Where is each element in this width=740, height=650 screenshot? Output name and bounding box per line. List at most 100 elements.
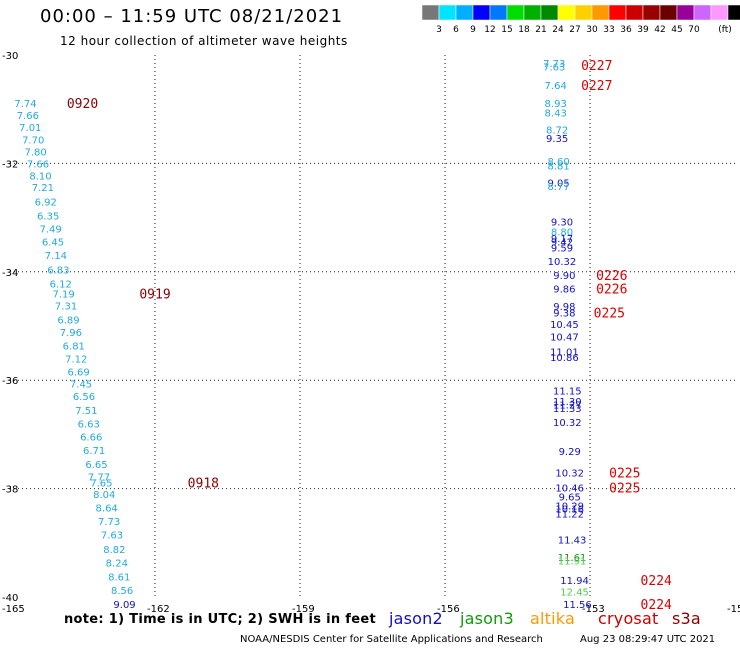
- wave-height-point: 11.33: [553, 404, 582, 415]
- wave-height-point: 9.90: [553, 271, 575, 282]
- legend-swatch: [727, 4, 740, 21]
- wave-height-point: 8.10: [29, 171, 51, 182]
- legend-swatch: [472, 4, 491, 21]
- legend-tick-label: 70: [688, 25, 700, 35]
- wave-height-point: 8.81: [547, 162, 569, 173]
- wave-height-point: 10.32: [555, 468, 584, 479]
- time-label: 0225: [609, 482, 640, 497]
- wave-height-point: 8.77: [547, 182, 569, 193]
- legend-swatch: [659, 4, 678, 21]
- wave-height-point: 7.14: [45, 251, 67, 262]
- wave-height-point: 10.86: [550, 353, 579, 364]
- chart-grid: [10, 55, 735, 597]
- wave-height-point: 9.98: [553, 302, 575, 313]
- wave-height-point: 8.56: [111, 586, 133, 597]
- y-tick-label: -32: [2, 159, 18, 170]
- wave-height-point: 7.64: [545, 81, 567, 92]
- legend-altika: altika: [530, 609, 575, 628]
- wave-height-point: 9.86: [553, 285, 575, 296]
- wave-height-point: 8.93: [545, 99, 567, 110]
- legend-swatch: [557, 4, 576, 21]
- wave-height-point: 8.24: [106, 558, 128, 569]
- wave-height-point: 8.80: [551, 228, 573, 239]
- legend-tick-label: 42: [654, 25, 665, 35]
- legend-swatch: [506, 4, 525, 21]
- y-tick-label: -38: [2, 485, 18, 496]
- wave-height-point: 10.46: [555, 484, 584, 495]
- wave-height-point: 9.09: [113, 600, 135, 611]
- wave-height-point: 7.45: [70, 379, 92, 390]
- wave-height-point: 6.89: [57, 315, 79, 326]
- wave-height-point: 6.69: [68, 368, 90, 379]
- wave-height-point: 11.01: [550, 347, 579, 358]
- legend-jason3: jason3: [460, 609, 514, 628]
- wave-height-point: 8.72: [546, 125, 568, 136]
- x-tick-label: -162: [147, 604, 170, 615]
- wave-height-point: 6.65: [85, 460, 107, 471]
- legend-swatch: [421, 4, 440, 21]
- wave-height-point: 11.30: [553, 397, 582, 408]
- wave-height-point: 7.01: [19, 123, 41, 134]
- legend-swatch: [489, 4, 508, 21]
- time-label: 0918: [188, 477, 219, 492]
- wave-height-point: 9.38: [553, 308, 575, 319]
- y-tick-label: -36: [2, 376, 18, 387]
- wave-height-point: 10.47: [550, 332, 579, 343]
- legend-tick-label: 12: [484, 25, 495, 35]
- legend-swatch: [608, 4, 627, 21]
- legend-swatch: [523, 4, 542, 21]
- wave-height-point: 6.81: [63, 342, 85, 353]
- wave-height-point: 10.32: [553, 418, 582, 429]
- wave-height-point: 9.42: [551, 237, 573, 248]
- wave-height-point: 7.66: [27, 159, 49, 170]
- wave-height-point: 7.96: [60, 328, 82, 339]
- x-tick-label: -156: [437, 604, 460, 615]
- wave-height-point: 8.04: [93, 490, 115, 501]
- wave-height-point: 6.56: [73, 392, 95, 403]
- time-label: 0919: [139, 287, 170, 302]
- color-legend: 3 6 9 12 15 18 21 24 27 30 33 36 39 42 45 70 (ft): [421, 4, 740, 35]
- legend-tick-label: 3: [436, 25, 442, 35]
- legend-tick-label: 45: [671, 25, 682, 35]
- legend-cryosat: cryosat: [598, 609, 659, 628]
- wave-height-point: 6.71: [83, 446, 105, 457]
- wave-height-point: 9.17: [551, 234, 573, 245]
- legend-swatch: [693, 4, 712, 21]
- wave-height-point: 11.27: [553, 401, 582, 412]
- y-tick-label: -40: [2, 593, 18, 604]
- wave-height-point: 7.70: [22, 136, 44, 147]
- wave-height-point: 10.45: [550, 320, 579, 331]
- wave-height-point: 7.63: [543, 62, 565, 73]
- wave-height-point: 7.66: [17, 111, 39, 122]
- time-label: 0224: [641, 574, 672, 589]
- time-labels: 0920091909180227022702260226022502250225…: [67, 59, 672, 613]
- wave-height-point: 8.43: [545, 108, 567, 119]
- wave-height-point: 9.30: [551, 217, 573, 228]
- wave-height-point: 10.16: [555, 505, 584, 516]
- chart-subtitle: 12 hour collection of altimeter wave hei…: [60, 34, 348, 48]
- legend-tick-label: 6: [453, 25, 459, 35]
- time-label: 0224: [641, 598, 672, 613]
- wave-height-point: 7.12: [65, 355, 87, 366]
- wave-height-point: 7.49: [39, 224, 61, 235]
- wave-height-point: 10.32: [548, 257, 577, 268]
- x-tick-label: -165: [2, 604, 25, 615]
- wave-height-point: 9.05: [547, 178, 569, 189]
- legend-swatch: [625, 4, 644, 21]
- wave-height-point: 6.12: [50, 280, 72, 291]
- wave-height-point: 9.65: [559, 493, 581, 504]
- y-tick-label: -30: [2, 51, 18, 62]
- legend-jason2: jason2: [389, 609, 443, 628]
- x-tick-label: -15: [727, 604, 740, 615]
- wave-height-point: 7.31: [55, 301, 77, 312]
- wave-height-point: 7.77: [88, 473, 110, 484]
- legend-swatch: [574, 4, 593, 21]
- wave-height-point: 11.22: [555, 510, 584, 521]
- legend-swatch: [540, 4, 559, 21]
- wave-height-point: 9.35: [546, 134, 568, 145]
- wave-height-point: 7.21: [32, 183, 54, 194]
- wave-height-point: 7.80: [24, 147, 46, 158]
- wave-height-point: 6.83: [47, 266, 69, 277]
- wave-height-point: 6.45: [42, 237, 64, 248]
- wave-height-point: 6.66: [80, 433, 102, 444]
